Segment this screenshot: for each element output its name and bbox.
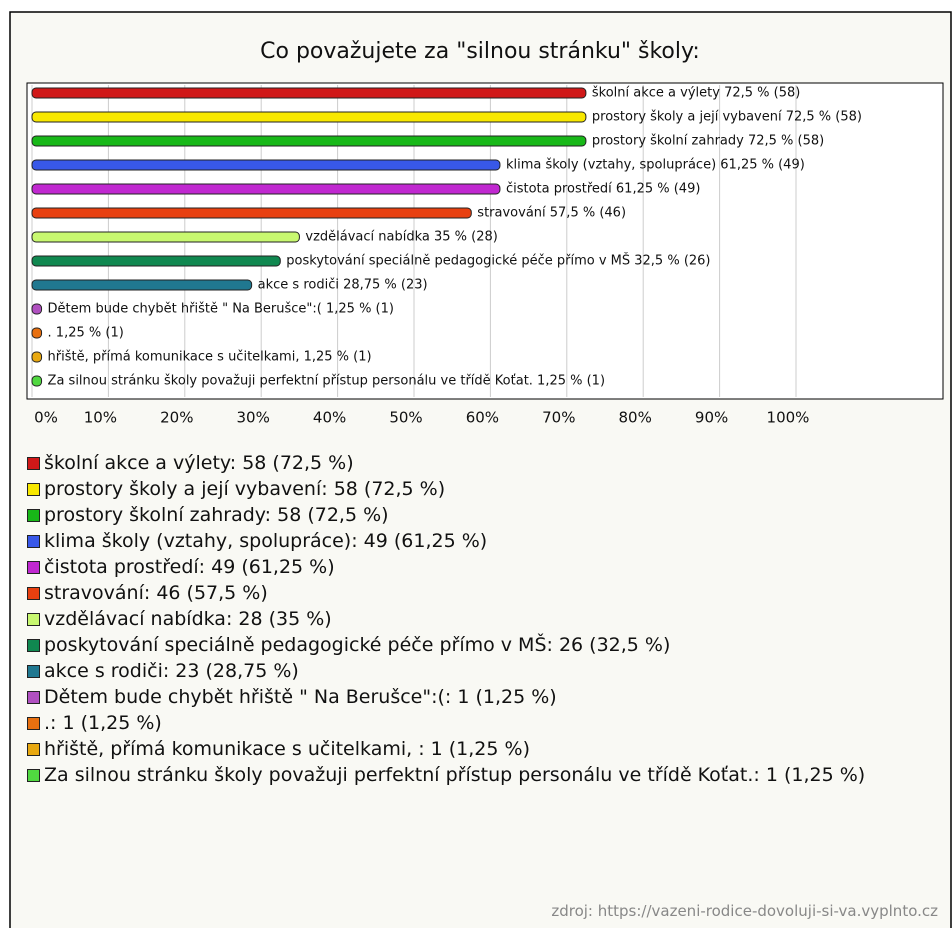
x-tick-label: 90%	[695, 409, 728, 427]
legend-label: .: 1 (1,25 %)	[44, 712, 162, 734]
data-label: poskytování speciálně pedagogické péče p…	[286, 253, 710, 269]
legend-label: stravování: 46 (57,5 %)	[44, 582, 268, 604]
bar	[31, 159, 501, 171]
source: zdroj: https://vazeni-rodice-dovoluji-si…	[551, 902, 938, 920]
data-label: klima školy (vztahy, spolupráce) 61,25 %…	[506, 158, 805, 173]
legend-swatch	[27, 561, 40, 574]
legend-item: akce s rodiči: 23 (28,75 %)	[27, 658, 877, 684]
legend-item: prostory školy a její vybavení: 58 (72,5…	[27, 476, 877, 502]
bar	[31, 87, 587, 99]
x-tick-label: 40%	[313, 409, 346, 427]
legend-label: klima školy (vztahy, spolupráce): 49 (61…	[44, 530, 488, 552]
bar	[31, 375, 43, 387]
bar	[31, 183, 501, 195]
legend-swatch	[27, 665, 40, 678]
data-label: akce s rodiči 28,75 % (23)	[258, 278, 428, 293]
bar	[31, 255, 281, 267]
legend-item: klima školy (vztahy, spolupráce): 49 (61…	[27, 528, 877, 554]
legend-item: prostory školní zahrady: 58 (72,5 %)	[27, 502, 877, 528]
bar	[31, 231, 300, 243]
legend-item: Dětem bude chybět hřiště " Na Berušce":(…	[27, 684, 877, 710]
legend-label: Za silnou stránku školy považuji perfekt…	[44, 764, 866, 786]
data-label: . 1,25 % (1)	[48, 326, 124, 341]
data-label: Za silnou stránku školy považuji perfekt…	[48, 374, 605, 389]
legend-item: Za silnou stránku školy považuji perfekt…	[27, 762, 877, 788]
legend-swatch	[27, 613, 40, 626]
legend-swatch	[27, 769, 40, 782]
bar	[31, 279, 253, 291]
data-label: Dětem bude chybět hřiště " Na Berušce":(…	[48, 302, 394, 317]
legend-swatch	[27, 535, 40, 548]
legend-swatch	[27, 691, 40, 704]
x-tick-label: 80%	[619, 409, 652, 427]
legend-swatch	[27, 509, 40, 522]
x-tick-label: 100%	[767, 409, 810, 427]
legend-item: hřiště, přímá komunikace s učitelkami, :…	[27, 736, 877, 762]
legend-label: prostory školní zahrady: 58 (72,5 %)	[44, 504, 389, 526]
x-tick-label: 0%	[34, 409, 58, 427]
legend-swatch	[27, 457, 40, 470]
x-tick-label: 60%	[466, 409, 499, 427]
legend-swatch	[27, 587, 40, 600]
data-label: prostory školní zahrady 72,5 % (58)	[592, 134, 824, 149]
x-tick-label: 10%	[84, 409, 117, 427]
x-tick-label: 30%	[237, 409, 270, 427]
x-tick-label: 50%	[389, 409, 422, 427]
data-label: čistota prostředí 61,25 % (49)	[506, 182, 701, 197]
legend-label: poskytování speciálně pedagogické péče p…	[44, 634, 671, 656]
data-label: školní akce a výlety 72,5 % (58)	[592, 86, 800, 101]
legend-item: stravování: 46 (57,5 %)	[27, 580, 877, 606]
bar	[31, 327, 43, 339]
bar	[31, 111, 587, 123]
bar	[31, 135, 587, 147]
legend-item: .: 1 (1,25 %)	[27, 710, 877, 736]
bar	[31, 351, 43, 363]
legend-item: vzdělávací nabídka: 28 (35 %)	[27, 606, 877, 632]
legend-label: prostory školy a její vybavení: 58 (72,5…	[44, 478, 446, 500]
legend-label: vzdělávací nabídka: 28 (35 %)	[44, 608, 332, 630]
x-tick-label: 70%	[542, 409, 575, 427]
data-label: prostory školy a její vybavení 72,5 % (5…	[592, 110, 862, 125]
legend-swatch	[27, 639, 40, 652]
data-label: stravování 57,5 % (46)	[477, 206, 626, 221]
x-tick-label: 20%	[160, 409, 193, 427]
legend-swatch	[27, 743, 40, 756]
legend-item: poskytování speciálně pedagogické péče p…	[27, 632, 877, 658]
bar	[31, 303, 43, 315]
chart-title: Co považujete za "silnou stránku" školy:	[260, 39, 700, 64]
bar	[31, 207, 472, 219]
legend-label: Dětem bude chybět hřiště " Na Berušce":(…	[44, 686, 557, 708]
legend: školní akce a výlety: 58 (72,5 %) prostor…	[27, 450, 877, 788]
legend-label: hřiště, přímá komunikace s učitelkami, :…	[44, 738, 530, 760]
legend-item: školní akce a výlety: 58 (72,5 %)	[27, 450, 877, 476]
legend-swatch	[27, 483, 40, 496]
data-label: vzdělávací nabídka 35 % (28)	[305, 230, 497, 245]
legend-label: čistota prostředí: 49 (61,25 %)	[44, 556, 335, 578]
legend-item: čistota prostředí: 49 (61,25 %)	[27, 554, 877, 580]
legend-label: akce s rodiči: 23 (28,75 %)	[44, 660, 299, 682]
legend-label: školní akce a výlety: 58 (72,5 %)	[44, 452, 354, 474]
data-label: hřiště, přímá komunikace s učitelkami, 1…	[48, 350, 372, 365]
legend-swatch	[27, 717, 40, 730]
